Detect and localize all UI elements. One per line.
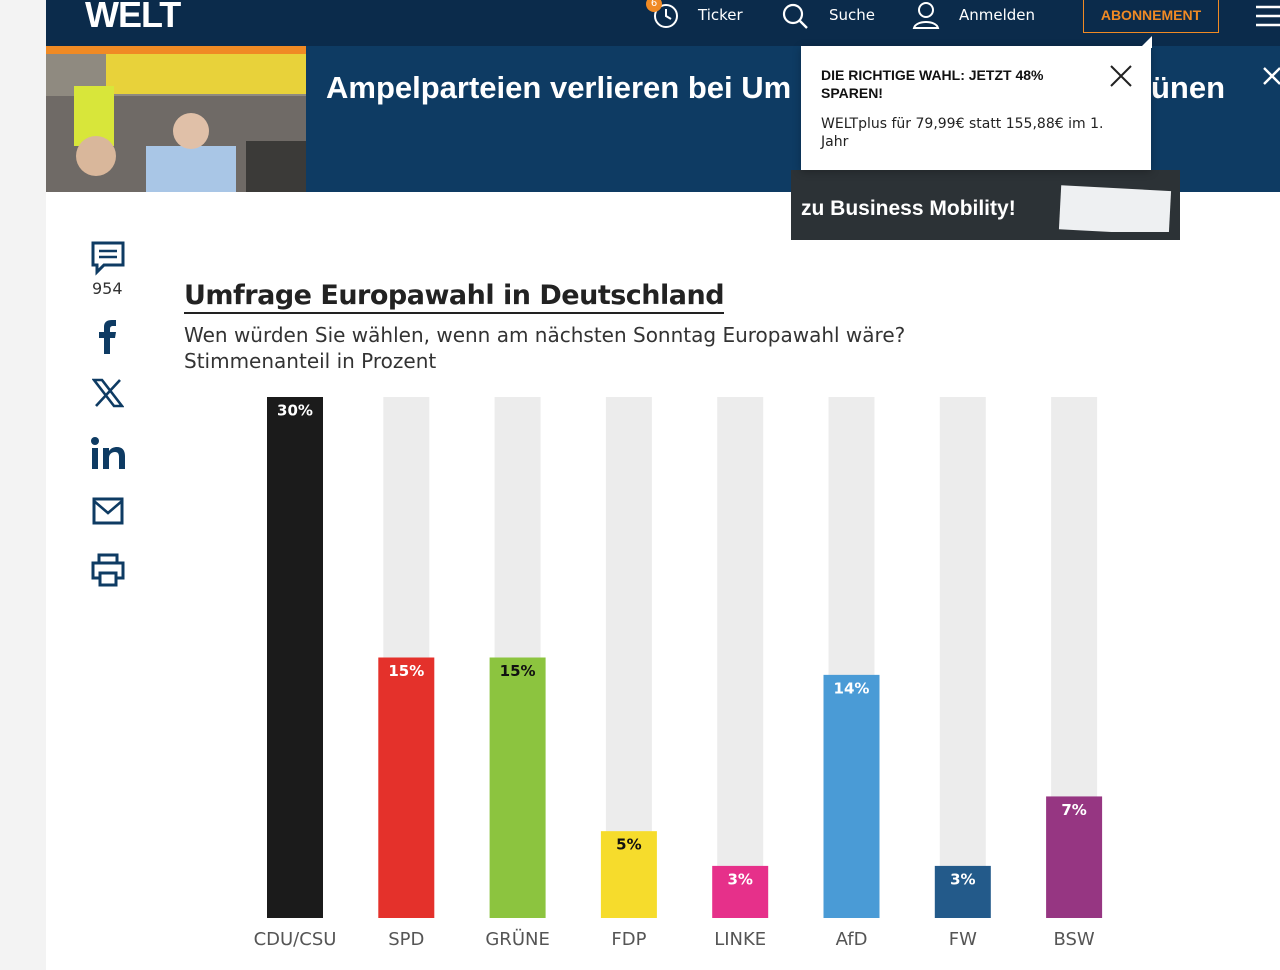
value-label: 14% [834, 679, 870, 697]
x-tick-label: FW [949, 929, 977, 950]
popup-close[interactable] [1110, 65, 1132, 87]
ticker-icon[interactable] [652, 2, 680, 30]
x-tick-label: LINKE [714, 929, 766, 950]
teaser-close[interactable] [1262, 66, 1280, 86]
nav-login[interactable]: Anmelden [959, 6, 1036, 24]
ad-image [1058, 185, 1172, 232]
popup-body: WELTplus für 79,99€ statt 155,88€ im 1. … [821, 116, 1104, 150]
chart-title: Umfrage Europawahl in Deutschland [184, 280, 725, 314]
ticker-badge: 6 [646, 0, 662, 12]
facebook-icon[interactable] [96, 320, 120, 354]
bar [934, 865, 991, 918]
header [46, 0, 1280, 46]
mail-icon[interactable] [92, 497, 124, 525]
menu-icon[interactable] [1256, 4, 1280, 28]
bar [378, 657, 435, 918]
value-label: 3% [727, 870, 752, 888]
chart-note: Stimmenanteil in Prozent [184, 349, 437, 373]
bar-track [717, 397, 764, 918]
x-tick-label: CDU/CSU [254, 929, 337, 950]
bar [489, 657, 546, 918]
print-icon[interactable] [91, 553, 125, 587]
nav-search[interactable]: Suche [829, 6, 876, 24]
x-icon[interactable] [92, 378, 124, 408]
value-label: 5% [616, 836, 641, 854]
login-icon[interactable] [912, 0, 940, 30]
bar [1046, 796, 1103, 918]
value-label: 7% [1061, 801, 1086, 819]
ad-text[interactable]: zu Business Mobility! [801, 197, 1016, 220]
x-tick-label: FDP [611, 929, 646, 950]
x-tick-label: AfD [836, 929, 868, 950]
side-strip [0, 0, 46, 970]
logo[interactable]: WELT [85, 0, 181, 35]
bar [712, 865, 769, 918]
nav-ticker[interactable]: Ticker [698, 6, 743, 24]
linkedin-icon[interactable] [90, 436, 126, 470]
teaser-headline-end[interactable]: ünen [1151, 70, 1226, 105]
value-label: 3% [950, 870, 975, 888]
popup-pointer [1140, 36, 1152, 48]
teaser-image[interactable] [46, 46, 306, 192]
search-icon[interactable] [781, 2, 809, 30]
bar [600, 831, 657, 918]
bar [267, 397, 323, 918]
chart: 30% CDU/CSU 15% SPD 15% GRÜNE 5% FDP 3% LINKE 14% A… [254, 397, 1103, 950]
chart-subtitle: Wen würden Sie wählen, wenn am nächsten … [184, 323, 906, 347]
value-label: 30% [277, 402, 313, 420]
x-tick-label: SPD [388, 929, 424, 950]
comment-icon[interactable] [90, 240, 126, 276]
bar-track [939, 397, 986, 918]
value-label: 15% [388, 662, 424, 680]
subscribe-button[interactable]: ABONNEMENT [1083, 0, 1219, 33]
x-tick-label: BSW [1053, 929, 1094, 950]
teaser-headline[interactable]: Ampelparteien verlieren bei Um [326, 70, 792, 105]
x-tick-label: GRÜNE [485, 928, 549, 950]
popup [801, 46, 1151, 170]
bar [823, 674, 880, 918]
comment-count[interactable]: 954 [92, 279, 123, 298]
value-label: 15% [500, 662, 536, 680]
popup-title: DIE RICHTIGE WAHL: JETZT 48% SPAREN! [821, 67, 1044, 101]
